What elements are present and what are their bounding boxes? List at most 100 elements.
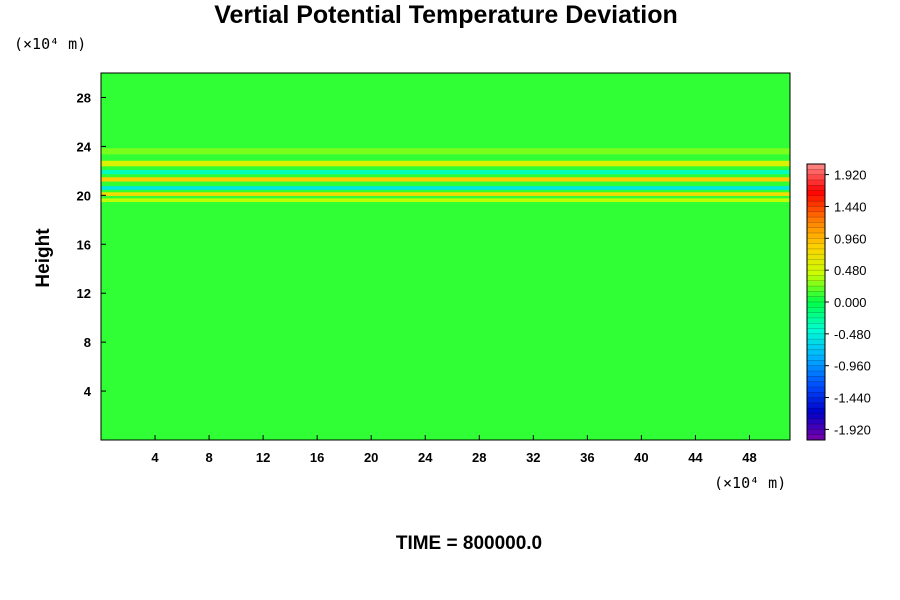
y-tick-label: 20 (77, 188, 91, 203)
colorbar-tick-label: 0.000 (834, 295, 867, 310)
heatmap-bands (101, 148, 790, 203)
colorbar-cell (807, 248, 825, 255)
colorbar-cell (807, 195, 825, 202)
colorbar-cell (807, 296, 825, 303)
heatmap-band (101, 169, 790, 175)
colorbar-cell (807, 291, 825, 298)
colorbar-cell (807, 211, 825, 218)
colorbar-tick-label: -1.920 (834, 422, 871, 437)
colorbar-cell (807, 259, 825, 266)
x-tick-label: 36 (580, 450, 594, 465)
y-ticks: 4 8 12 16 20 24 28 (77, 90, 106, 399)
colorbar-cell (807, 222, 825, 229)
colorbar-cell (807, 201, 825, 207)
x-tick-label: 44 (688, 450, 703, 465)
x-tick-label: 40 (634, 450, 648, 465)
heatmap-band (101, 186, 790, 190)
x-tick-label: 28 (472, 450, 486, 465)
colorbar-cell (807, 217, 825, 223)
colorbar-cell (807, 355, 825, 361)
colorbar-cell (807, 418, 825, 425)
colorbar-cell (807, 190, 825, 197)
heatmap-band (101, 148, 790, 155)
y-tick-label: 28 (77, 90, 91, 105)
colorbar-cell (807, 280, 825, 287)
colorbar-cell (807, 386, 825, 393)
colorbar-cell (807, 365, 825, 372)
colorbar-cell (807, 344, 825, 351)
colorbar-cell (807, 270, 825, 276)
colorbar-cells (807, 163, 825, 441)
y-axis-label: Height (33, 228, 54, 288)
colorbar-cell (807, 179, 825, 186)
colorbar-cell (807, 328, 825, 335)
colorbar-cell (807, 307, 825, 314)
colorbar-cell (807, 317, 825, 324)
colorbar-cell (807, 408, 825, 414)
colorbar-cell (807, 243, 825, 250)
colorbar-tick-label: 1.920 (834, 168, 867, 183)
x-tick-label: 48 (742, 450, 756, 465)
x-tick-label: 12 (256, 450, 270, 465)
colorbar-cell (807, 174, 825, 181)
plot-frame (100, 72, 791, 441)
colorbar-cell (807, 164, 825, 170)
colorbar-cell (807, 238, 825, 245)
colorbar-cell (807, 312, 825, 319)
plot-area (100, 72, 791, 441)
colorbar-cell (807, 371, 825, 377)
y-unit-label: (×10⁴ m) (14, 35, 86, 53)
colorbar-cell (807, 206, 825, 213)
colorbar-cell (807, 349, 825, 356)
colorbar-tick-label: 0.480 (834, 263, 867, 278)
colorbar-ticks: 1.920 1.440 0.960 0.480 0.000 -0.480 -0.960 -1.… (825, 168, 871, 437)
colorbar-cell (807, 376, 825, 383)
colorbar: 1.920 1.440 0.960 0.480 0.000 -0.480 -0.960 -1.… (806, 163, 871, 441)
colorbar-cell (807, 429, 825, 436)
time-label: TIME = 800000.0 (396, 533, 542, 554)
colorbar-tick-label: -0.960 (834, 359, 871, 374)
x-tick-label: 4 (151, 450, 159, 465)
y-tick-label: 12 (77, 286, 91, 301)
chart-title: Vertial Potential Temperature Deviation (214, 1, 678, 29)
colorbar-tick-label: 1.440 (834, 199, 867, 214)
colorbar-cell (807, 264, 825, 271)
colorbar-cell (807, 413, 825, 420)
colorbar-tick-label: 0.960 (834, 231, 867, 246)
colorbar-cell (807, 275, 825, 282)
colorbar-cell (807, 392, 825, 398)
x-tick-label: 8 (205, 450, 212, 465)
colorbar-cell (807, 360, 825, 367)
heatmap-band (101, 198, 790, 203)
x-tick-label: 20 (364, 450, 378, 465)
colorbar-cell (807, 339, 825, 345)
colorbar-cell (807, 402, 825, 409)
x-tick-label: 24 (418, 450, 433, 465)
colorbar-tick-label: -1.440 (834, 391, 871, 406)
x-ticks: 4 8 12 16 20 24 28 32 36 40 44 48 (151, 435, 757, 465)
x-tick-label: 16 (310, 450, 324, 465)
colorbar-tick-label: -0.480 (834, 327, 871, 342)
colorbar-cell (807, 381, 825, 388)
heatmap-band (101, 177, 790, 182)
heatmap-band (101, 192, 790, 196)
colorbar-cell (807, 227, 825, 234)
colorbar-cell (807, 286, 825, 292)
colorbar-cell (807, 185, 825, 191)
x-tick-label: 32 (526, 450, 540, 465)
colorbar-cell (807, 424, 825, 430)
colorbar-cell (807, 434, 825, 441)
y-tick-label: 16 (77, 237, 91, 252)
plot-background (101, 73, 790, 440)
y-tick-label: 24 (77, 139, 92, 154)
heatmap-band (101, 160, 790, 167)
y-tick-label: 4 (84, 384, 92, 399)
colorbar-cell (807, 323, 825, 329)
colorbar-cell (807, 397, 825, 404)
colorbar-cell (807, 169, 825, 176)
colorbar-cell (807, 233, 825, 239)
y-tick-label: 8 (84, 335, 91, 350)
colorbar-cell (807, 254, 825, 260)
colorbar-cell (807, 302, 825, 308)
